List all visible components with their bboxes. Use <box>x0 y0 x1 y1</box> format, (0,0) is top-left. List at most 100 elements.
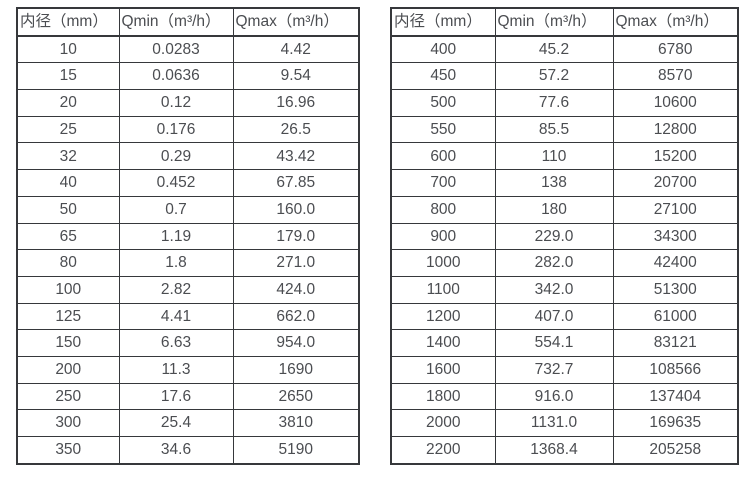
cell-qmin: 1368.4 <box>494 435 614 465</box>
cell-qmax: 4.42 <box>232 35 360 64</box>
cell-inner-diameter: 550 <box>390 115 496 144</box>
cell-inner-diameter: 1100 <box>390 275 496 304</box>
table-row: 1400 554.1 83121 <box>390 329 739 357</box>
table-row: 600 110 15200 <box>390 142 739 171</box>
table-row: 1600 732.7 108566 <box>390 355 739 384</box>
table-row: 200 11.3 1690 <box>16 355 360 384</box>
cell-qmin: 916.0 <box>494 382 614 411</box>
cell-qmax: 15200 <box>612 142 739 171</box>
flow-range-table-small-diameters: 内径（mm） Qmin（m³/h） Qmax（m³/h） 10 0.0283 4.42 1… <box>16 7 360 465</box>
table-row: 50 0.7 160.0 <box>16 195 360 224</box>
cell-qmax: 108566 <box>612 355 739 384</box>
table-row: 1200 407.0 61000 <box>390 302 739 331</box>
cell-qmax: 43.42 <box>232 142 360 171</box>
cell-inner-diameter: 300 <box>16 409 120 437</box>
table-row: 400 45.2 6780 <box>390 35 739 64</box>
table-row: 500 77.6 10600 <box>390 89 739 117</box>
cell-qmin: 0.12 <box>118 89 234 117</box>
table-row: 1100 342.0 51300 <box>390 275 739 304</box>
cell-qmax: 27100 <box>612 195 739 224</box>
cell-qmax: 2650 <box>232 382 360 411</box>
cell-qmin: 2.82 <box>118 275 234 304</box>
table-row: 2000 1131.0 169635 <box>390 409 739 437</box>
cell-inner-diameter: 40 <box>16 169 120 197</box>
cell-qmin: 407.0 <box>494 302 614 331</box>
cell-inner-diameter: 1600 <box>390 355 496 384</box>
cell-qmax: 271.0 <box>232 249 360 277</box>
column-header-inner-diameter: 内径（mm） <box>16 7 120 37</box>
cell-inner-diameter: 80 <box>16 249 120 277</box>
cell-inner-diameter: 150 <box>16 329 120 357</box>
cell-inner-diameter: 700 <box>390 169 496 197</box>
cell-qmax: 424.0 <box>232 275 360 304</box>
cell-qmax: 20700 <box>612 169 739 197</box>
table-header: 内径（mm） Qmin（m³/h） Qmax（m³/h） <box>390 7 739 37</box>
cell-qmin: 57.2 <box>494 62 614 91</box>
table-row: 125 4.41 662.0 <box>16 302 360 331</box>
cell-qmax: 137404 <box>612 382 739 411</box>
cell-qmin: 554.1 <box>494 329 614 357</box>
cell-inner-diameter: 1200 <box>390 302 496 331</box>
cell-inner-diameter: 250 <box>16 382 120 411</box>
cell-qmin: 17.6 <box>118 382 234 411</box>
table-row: 100 2.82 424.0 <box>16 275 360 304</box>
cell-inner-diameter: 1400 <box>390 329 496 357</box>
cell-qmin: 77.6 <box>494 89 614 117</box>
cell-qmax: 26.5 <box>232 115 360 144</box>
table-row: 25 0.176 26.5 <box>16 115 360 144</box>
cell-qmin: 0.452 <box>118 169 234 197</box>
cell-qmin: 138 <box>494 169 614 197</box>
cell-qmin: 45.2 <box>494 35 614 64</box>
cell-inner-diameter: 2000 <box>390 409 496 437</box>
cell-qmax: 662.0 <box>232 302 360 331</box>
table-header: 内径（mm） Qmin（m³/h） Qmax（m³/h） <box>16 7 360 37</box>
cell-qmin: 110 <box>494 142 614 171</box>
table-row: 65 1.19 179.0 <box>16 222 360 251</box>
cell-inner-diameter: 20 <box>16 89 120 117</box>
table-row: 2200 1368.4 205258 <box>390 435 739 465</box>
flow-range-table-large-diameters: 内径（mm） Qmin（m³/h） Qmax（m³/h） 400 45.2 6780 45… <box>390 7 739 465</box>
cell-qmax: 34300 <box>612 222 739 251</box>
cell-qmin: 342.0 <box>494 275 614 304</box>
column-header-qmax: Qmax（m³/h） <box>612 7 739 37</box>
column-header-inner-diameter: 内径（mm） <box>390 7 496 37</box>
flow-range-tables-container: 内径（mm） Qmin（m³/h） Qmax（m³/h） 10 0.0283 4.42 1… <box>16 7 739 465</box>
cell-qmin: 6.63 <box>118 329 234 357</box>
cell-qmin: 34.6 <box>118 435 234 465</box>
cell-qmax: 1690 <box>232 355 360 384</box>
column-header-qmin: Qmin（m³/h） <box>494 7 614 37</box>
cell-inner-diameter: 125 <box>16 302 120 331</box>
table-row: 900 229.0 34300 <box>390 222 739 251</box>
table-body: 10 0.0283 4.42 15 0.0636 9.54 20 0.12 16.96 25 0.1… <box>16 35 360 465</box>
cell-qmax: 3810 <box>232 409 360 437</box>
cell-qmax: 10600 <box>612 89 739 117</box>
cell-qmin: 85.5 <box>494 115 614 144</box>
cell-qmax: 169635 <box>612 409 739 437</box>
cell-qmax: 6780 <box>612 35 739 64</box>
table-row: 350 34.6 5190 <box>16 435 360 465</box>
table-row: 150 6.63 954.0 <box>16 329 360 357</box>
table-row: 40 0.452 67.85 <box>16 169 360 197</box>
table-row: 15 0.0636 9.54 <box>16 62 360 91</box>
cell-qmax: 8570 <box>612 62 739 91</box>
cell-qmin: 4.41 <box>118 302 234 331</box>
table-row: 700 138 20700 <box>390 169 739 197</box>
cell-qmin: 0.176 <box>118 115 234 144</box>
column-header-qmin: Qmin（m³/h） <box>118 7 234 37</box>
cell-inner-diameter: 900 <box>390 222 496 251</box>
cell-qmin: 11.3 <box>118 355 234 384</box>
cell-qmax: 83121 <box>612 329 739 357</box>
cell-inner-diameter: 400 <box>390 35 496 64</box>
cell-inner-diameter: 600 <box>390 142 496 171</box>
cell-qmin: 0.0283 <box>118 35 234 64</box>
cell-inner-diameter: 10 <box>16 35 120 64</box>
cell-qmax: 160.0 <box>232 195 360 224</box>
cell-inner-diameter: 1800 <box>390 382 496 411</box>
table-row: 250 17.6 2650 <box>16 382 360 411</box>
cell-qmin: 1.8 <box>118 249 234 277</box>
cell-inner-diameter: 2200 <box>390 435 496 465</box>
cell-inner-diameter: 1000 <box>390 249 496 277</box>
cell-inner-diameter: 15 <box>16 62 120 91</box>
cell-qmin: 732.7 <box>494 355 614 384</box>
cell-qmin: 282.0 <box>494 249 614 277</box>
